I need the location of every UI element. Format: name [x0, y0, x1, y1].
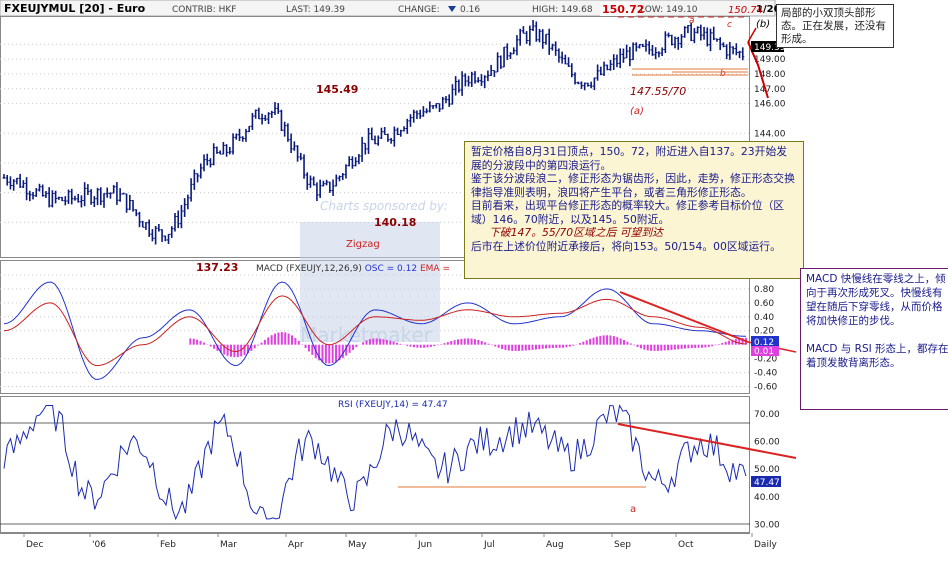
note-center-handwritten: 下破147。55/70区域之后 可望到达	[489, 226, 663, 239]
macd-tick-label: 0.40	[754, 313, 774, 323]
last-price-tag	[751, 41, 784, 52]
date-tick-label: Sep	[614, 540, 631, 550]
note-right-macd: MACD 快慢线在零线之上，倾向于再次形成死叉。快慢线有望在随后下穿零线，从而价…	[806, 273, 946, 327]
note-center-line-1: 暂定价格自8月31日顶点，150。72，附近进入自137。23开始发展的分波段中…	[471, 145, 788, 172]
rsi-tag-text: 47.47	[754, 478, 780, 488]
rsi-tick-label: 40.00	[754, 493, 780, 503]
peak-top-label: 150.72	[602, 3, 644, 16]
wave-b-label: (b)	[756, 19, 770, 30]
rsi-line	[3, 404, 747, 521]
rsi-axis: 70.00 60.00 50.00 40.00 30.00	[754, 410, 780, 531]
note-center-line-3: 目前看来，出现平台修正形态的概率较大。修正参考目标价位（区域）146。70附近，…	[471, 199, 785, 226]
low-left-label: 137.23	[196, 261, 238, 274]
date-tick-label: Daily	[754, 540, 777, 550]
level-low-label: 147.55/70	[630, 85, 686, 98]
date-tick-label: Mar	[220, 540, 237, 550]
wave-a-label: (a)	[630, 106, 644, 117]
price-tick-label: 146.00	[754, 100, 786, 110]
macd-axis: 1.000.800.600.400.20-0.20-0.40-0.60	[754, 271, 778, 393]
rsi-tick-label: 30.00	[754, 520, 780, 530]
change-down-icon	[448, 6, 456, 12]
rsi-trend-line	[617, 423, 797, 459]
date-tick-label: Aug	[546, 540, 564, 550]
date-axis: Dec '06 Feb Mar Apr May Jun Jul Aug Sep Oct Daily	[23, 533, 777, 550]
contrib-label: CONTRIB: HKF	[172, 5, 236, 15]
date-tick-label: Feb	[160, 540, 176, 550]
rsi-panel-frame	[0, 396, 750, 533]
mark-c: c	[727, 20, 732, 30]
date-tick-label: May	[348, 540, 367, 550]
low-label: LOW: 149.10	[640, 5, 698, 15]
signal-tag	[751, 346, 779, 356]
note-center-line-4: 后市在上述价位附近承接后，将向153。50/154。00区域运行。	[471, 239, 781, 253]
note-right-divergence: MACD 与 RSI 形态上，都存在着顶发散背离形态。	[806, 343, 948, 369]
macd-trend-line	[619, 291, 749, 343]
chart-symbol: FXEUJYMUL [20] - Euro	[4, 2, 146, 15]
macd-tag	[751, 336, 779, 347]
rsi-tick-label: 60.00	[754, 437, 780, 447]
date-tick-label: '06	[92, 540, 106, 550]
zigzag-label: Zigzag	[346, 239, 380, 250]
macd-tick-label: 0.80	[754, 285, 774, 295]
macd-tick-label: -0.20	[754, 355, 778, 365]
rsi-mark-a: a	[630, 504, 636, 515]
note-double-top: 局部的小双顶头部形态。正在发展，还没有形成。	[776, 4, 894, 48]
high-label: HIGH: 149.68	[532, 5, 593, 15]
macd-tick-label: 0.20	[754, 327, 774, 337]
change-value: 0.16	[460, 5, 480, 15]
header-date: 1/2006	[756, 4, 794, 15]
rsi-tick-label: 70.00	[754, 410, 780, 420]
note-center-line-2: 鉴于该分波段浪二，修正形态为锯齿形，因此，走势，修正形态交换律指导准则表明，浪四…	[471, 172, 795, 199]
peak-top-right-label: 150.74	[728, 5, 763, 16]
macd-title: MACD (FXEUJY,12,26,9) OSC = 0.12 EMA =	[256, 264, 450, 274]
date-tick-label: Jun	[417, 540, 432, 550]
date-tick-label: Apr	[288, 540, 304, 550]
macd-signal-line	[3, 295, 747, 366]
signal-tag-text: 0.01	[754, 347, 774, 357]
price-tick-label: 144.00	[754, 129, 786, 139]
note-macd-rsi: MACD 快慢线在零线之上，倾向于再次形成死叉。快慢线有望在随后下穿零线，从而价…	[800, 268, 948, 410]
price-tick-label: 148.00	[754, 70, 786, 80]
date-tick-label: Oct	[678, 540, 694, 550]
macd-line	[3, 281, 747, 380]
peak-top-box	[600, 2, 636, 16]
date-tick-label: Jul	[483, 540, 495, 550]
date-tick-label: Dec	[26, 540, 43, 550]
price-series	[2, 20, 745, 245]
change-label: CHANGE:	[398, 5, 440, 15]
macd-tick-label: -0.40	[754, 369, 778, 379]
macd-tick-label: 0.60	[754, 299, 774, 309]
price-tick-label: 149.00	[754, 55, 786, 65]
mark-a: a	[689, 16, 695, 26]
price-tick-label: 147.00	[754, 85, 786, 95]
watermark-logo	[300, 222, 440, 342]
macd-tick-label: -0.60	[754, 383, 778, 393]
peak-left-label: 145.49	[316, 83, 358, 96]
rsi-tick-label: 50.00	[754, 465, 780, 475]
note-wave-analysis: 暂定价格自8月31日顶点，150。72，附近进入自137。23开始发展的分波段中…	[464, 141, 804, 279]
projection-arrow-b	[747, 27, 757, 43]
macd-tag-text: 0.12	[754, 338, 774, 348]
rsi-tag	[751, 476, 781, 487]
rsi-title: RSI (FXEUJY,14) = 47.47	[338, 400, 448, 410]
last-label: LAST: 149.39	[286, 5, 345, 15]
low-mid-label: 140.18	[374, 216, 416, 229]
last-price-tag-text: 149.39	[754, 43, 786, 53]
mark-b: b	[720, 69, 726, 79]
watermark-text: Charts sponsored by:	[320, 199, 448, 213]
